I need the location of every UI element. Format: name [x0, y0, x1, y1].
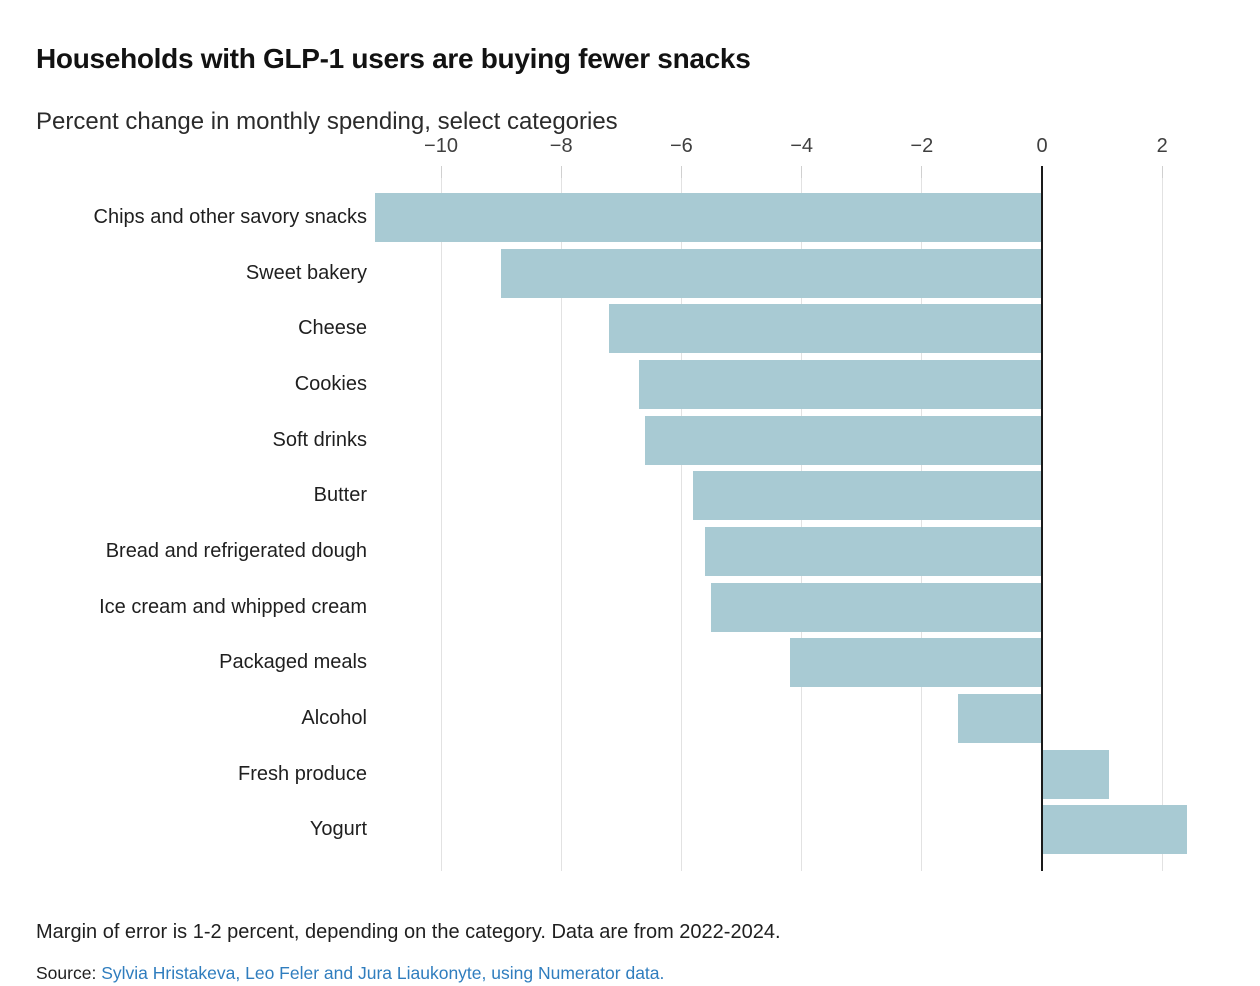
category-label: Soft drinks — [272, 428, 367, 451]
gridline — [1161, 178, 1163, 871]
x-axis-tick-label: −2 — [910, 135, 934, 157]
x-axis-tick-mark — [921, 166, 923, 178]
bar — [639, 359, 1042, 409]
category-label: Sweet bakery — [245, 261, 367, 284]
category-label: Cookies — [294, 372, 367, 395]
category-label: Fresh produce — [238, 762, 367, 785]
bar — [609, 304, 1042, 354]
category-label: Alcohol — [301, 706, 367, 729]
chart-title: Households with GLP-1 users are buying f… — [36, 42, 751, 74]
x-axis-tick-label: 0 — [1036, 135, 1048, 157]
chart-area: Chips and other savory snacks Sweet baker… — [36, 176, 1226, 871]
bar — [645, 415, 1042, 465]
gridline — [680, 178, 682, 871]
x-axis-tick-label: −8 — [549, 135, 573, 157]
chart-subtitle: Percent change in monthly spending, sele… — [36, 108, 618, 135]
bar — [957, 693, 1042, 743]
x-axis: −10 −8 −6 −4 −2 0 2 — [36, 134, 1226, 180]
x-axis-tick-mark — [560, 166, 562, 178]
x-axis-tick-label: −6 — [669, 135, 693, 157]
x-axis-tick-mark — [1161, 166, 1163, 178]
x-axis-tick-label: −10 — [424, 135, 458, 157]
bar — [1043, 805, 1188, 855]
x-axis-tick-label: −4 — [790, 135, 813, 157]
zero-baseline — [1041, 176, 1043, 871]
category-label: Bread and refrigerated dough — [105, 539, 367, 562]
x-axis-tick-mark — [1041, 166, 1043, 178]
bar — [789, 638, 1042, 688]
bar — [374, 193, 1042, 242]
bar — [501, 248, 1042, 298]
category-label: Ice cream and whipped cream — [99, 595, 367, 618]
gridline — [440, 178, 442, 871]
bar — [705, 526, 1042, 576]
x-axis-tick-mark — [440, 166, 442, 178]
bar — [1043, 749, 1110, 799]
bar — [693, 471, 1042, 521]
category-label: Cheese — [298, 317, 367, 340]
x-axis-tick-label: 2 — [1156, 135, 1168, 157]
gridline — [921, 178, 923, 871]
category-label: Butter — [313, 484, 367, 507]
source-line: Source: Sylvia Hristakeva, Leo Feler and… — [36, 963, 1186, 984]
gridline — [560, 178, 562, 871]
bar — [711, 582, 1042, 632]
gridline — [801, 178, 803, 871]
category-label: Packaged meals — [219, 651, 367, 674]
margin-of-error-note: Margin of error is 1-2 percent, dependin… — [36, 921, 781, 943]
category-label: Yogurt — [309, 818, 367, 841]
x-axis-tick-mark — [680, 166, 682, 178]
x-axis-tick-mark — [801, 166, 803, 178]
source-label: Source: — [36, 962, 97, 983]
source-link[interactable]: Sylvia Hristakeva, Leo Feler and Jura Li… — [101, 962, 665, 983]
category-label: Chips and other savory snacks — [93, 206, 367, 228]
